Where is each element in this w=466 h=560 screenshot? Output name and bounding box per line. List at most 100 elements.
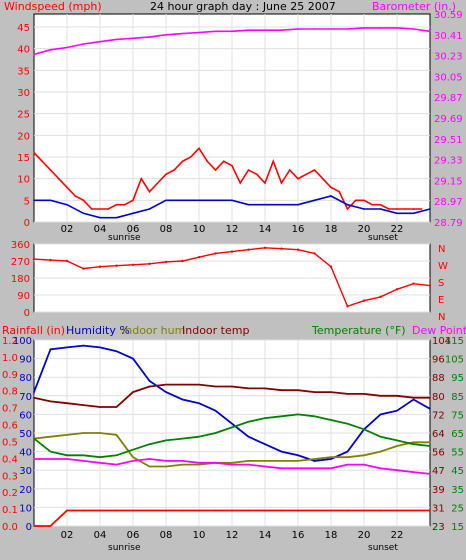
x-tick: 02 xyxy=(61,530,74,541)
indoor_temp-point xyxy=(132,391,134,393)
humidity-tick: 100 xyxy=(13,336,32,347)
x-tick: 04 xyxy=(94,530,107,541)
barometer-point xyxy=(99,40,101,43)
windspeed-point xyxy=(57,177,60,180)
temp-tick-a: 104 xyxy=(432,336,451,347)
barometer-point xyxy=(165,34,167,36)
sunset-marker: sunset xyxy=(368,233,398,243)
dir-tick: 360 xyxy=(11,240,30,251)
wind-direction-point xyxy=(296,248,300,251)
humidity-tick: 10 xyxy=(19,503,32,514)
temp-tick-b: 115 xyxy=(445,336,464,347)
gust_line-point xyxy=(346,203,349,206)
barometer-point xyxy=(330,28,332,30)
temperature-point xyxy=(49,450,52,453)
humidity-point xyxy=(379,413,382,416)
humidity-tick: 30 xyxy=(19,466,32,477)
temperature-point xyxy=(412,443,415,446)
indoor_hum-point xyxy=(396,445,398,447)
windspeed-point xyxy=(206,160,209,163)
indoor_hum-point xyxy=(297,460,299,462)
x-tick: 06 xyxy=(127,224,140,235)
gust_line-point xyxy=(247,203,250,206)
rainfall-point xyxy=(247,509,250,512)
rainfall-point xyxy=(346,509,349,512)
temperature-label: Temperature (°F) xyxy=(311,324,406,337)
windspeed-point xyxy=(173,169,176,171)
wind-direction-point xyxy=(181,259,184,263)
panel3-temp-ticks-b: 15 25 35 45 55 65 75 85 95 105 115 xyxy=(445,336,464,533)
rain-tick: 1.0 xyxy=(2,353,18,364)
temp-tick-a: 96 xyxy=(432,355,445,366)
indoor_temp-point xyxy=(33,396,35,399)
temp-tick-a: 64 xyxy=(432,429,445,440)
indoor_temp-point xyxy=(198,383,200,386)
windspeed-point xyxy=(115,203,118,206)
windspeed-point xyxy=(49,169,52,171)
indoor_hum-point xyxy=(363,454,365,457)
humidity-point xyxy=(247,435,250,438)
temperature-point xyxy=(82,454,85,457)
wind-direction-point xyxy=(32,257,36,261)
temp-tick-a: 88 xyxy=(432,373,445,384)
windspeed-point xyxy=(198,147,200,150)
temp-tick-a: 23 xyxy=(432,522,445,533)
indoor_temp-point xyxy=(148,385,151,388)
rainfall-point xyxy=(264,509,266,512)
temperature-point xyxy=(132,448,134,451)
panel3-humidity-ticks: 0 10 20 30 40 50 60 70 80 90 100 xyxy=(13,336,32,533)
windspeed-point xyxy=(420,208,423,210)
windspeed-point xyxy=(140,177,143,180)
indoor_hum-point xyxy=(313,458,316,460)
humidity-tick: 0 xyxy=(26,522,32,533)
humidity-point xyxy=(412,398,415,401)
rainfall-point xyxy=(280,509,283,512)
rainfall-point xyxy=(99,509,101,512)
windspeed-point xyxy=(107,208,110,210)
temp-tick-b: 55 xyxy=(451,448,464,459)
wind-direction-point xyxy=(329,265,333,268)
temp-tick-b: 85 xyxy=(451,392,464,403)
indoor_temp-point xyxy=(280,389,283,392)
baro-axis-label: Barometer (in.) xyxy=(372,0,456,13)
temperature-point xyxy=(148,443,151,446)
indoor_temp-point xyxy=(247,387,250,390)
windspeed-point xyxy=(66,186,68,189)
barometer-point xyxy=(247,29,250,32)
rain-tick: 0.9 xyxy=(2,370,18,381)
temperature-point xyxy=(330,419,332,421)
windspeed-point xyxy=(231,164,233,167)
panel1-grid xyxy=(34,14,430,223)
indoor_temp-point xyxy=(346,393,349,395)
humidity-point xyxy=(346,450,349,453)
humidity-point xyxy=(115,350,118,353)
indoor_temp-point xyxy=(49,400,52,403)
indoor_hum-point xyxy=(280,460,283,462)
indoor_hum-point xyxy=(198,463,200,466)
windspeed-point xyxy=(396,208,398,210)
gust_line-point xyxy=(115,216,118,219)
gust_line-point xyxy=(231,199,233,202)
dew_point-point xyxy=(148,458,151,460)
wind-tick: 10 xyxy=(17,175,30,186)
rain-tick: 0.8 xyxy=(2,387,18,398)
panel2-left-ticks: 360 270 180 90 0 xyxy=(11,240,30,319)
dir-tick: 0 xyxy=(24,308,30,319)
humidity-point xyxy=(429,408,431,410)
dew_point-point xyxy=(330,467,332,470)
dir-tick: 180 xyxy=(11,274,30,285)
barometer-point xyxy=(181,32,184,35)
indoor_temp-point xyxy=(297,389,299,392)
wind-tick: 20 xyxy=(17,131,30,142)
temp-tick-a: 56 xyxy=(432,448,445,459)
temperature-point xyxy=(429,445,431,447)
x-tick: 14 xyxy=(259,530,272,541)
dew_point-point xyxy=(247,463,250,466)
temperature-point xyxy=(280,415,283,418)
baro-tick: 30.41 xyxy=(434,31,463,42)
x-tick: 22 xyxy=(391,530,404,541)
wind-tick: 40 xyxy=(17,45,30,56)
rain-tick: 0.7 xyxy=(2,404,18,415)
compass-label: S xyxy=(438,278,444,289)
humidity-point xyxy=(99,346,101,349)
